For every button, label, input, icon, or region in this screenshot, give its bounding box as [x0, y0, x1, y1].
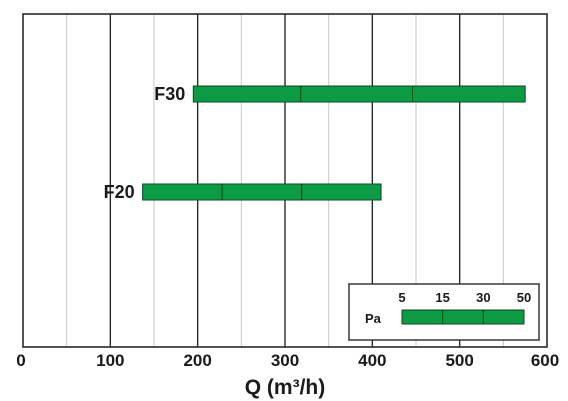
- legend-scale-segment: [442, 309, 484, 325]
- x-tick-label: 200: [183, 351, 211, 370]
- legend-scale-bar: [401, 309, 525, 325]
- x-tick-label: 400: [358, 351, 386, 370]
- bar-segment-f20: [221, 183, 303, 201]
- x-axis-label: Q (m³/h): [245, 376, 325, 399]
- range-bars: [142, 85, 526, 201]
- bar-segment-f20: [301, 183, 382, 201]
- legend-tick-label: 15: [435, 290, 449, 305]
- x-tick-label: 0: [16, 351, 25, 370]
- legend-tick-labels: 5 15 30 50: [398, 290, 531, 305]
- legend-tick-label: 5: [398, 290, 405, 305]
- x-tick-label: 100: [96, 351, 124, 370]
- bar-segment-f30: [412, 85, 526, 103]
- bar-segment-f30: [300, 85, 414, 103]
- plot-frame: [22, 13, 548, 348]
- bar-segment-f20: [142, 183, 223, 201]
- x-tick-label: 300: [271, 351, 299, 370]
- category-label-f30: F30: [154, 84, 185, 104]
- x-tick-label: 500: [445, 351, 473, 370]
- x-tick-label: 600: [531, 351, 559, 370]
- pressure-legend: Pa 5 15 30 50: [348, 283, 540, 341]
- category-labels: F30 F20: [104, 84, 186, 202]
- legend-tick-label: 30: [476, 290, 490, 305]
- legend-unit-label: Pa: [365, 311, 382, 326]
- legend-tick-label: 50: [517, 290, 531, 305]
- legend-scale-segment: [401, 309, 444, 325]
- legend-scale-segment: [482, 309, 525, 325]
- category-label-f20: F20: [104, 182, 135, 202]
- bar-segment-f30: [192, 85, 302, 103]
- x-tick-labels: 0 100 200 300 400 500 600: [16, 351, 559, 370]
